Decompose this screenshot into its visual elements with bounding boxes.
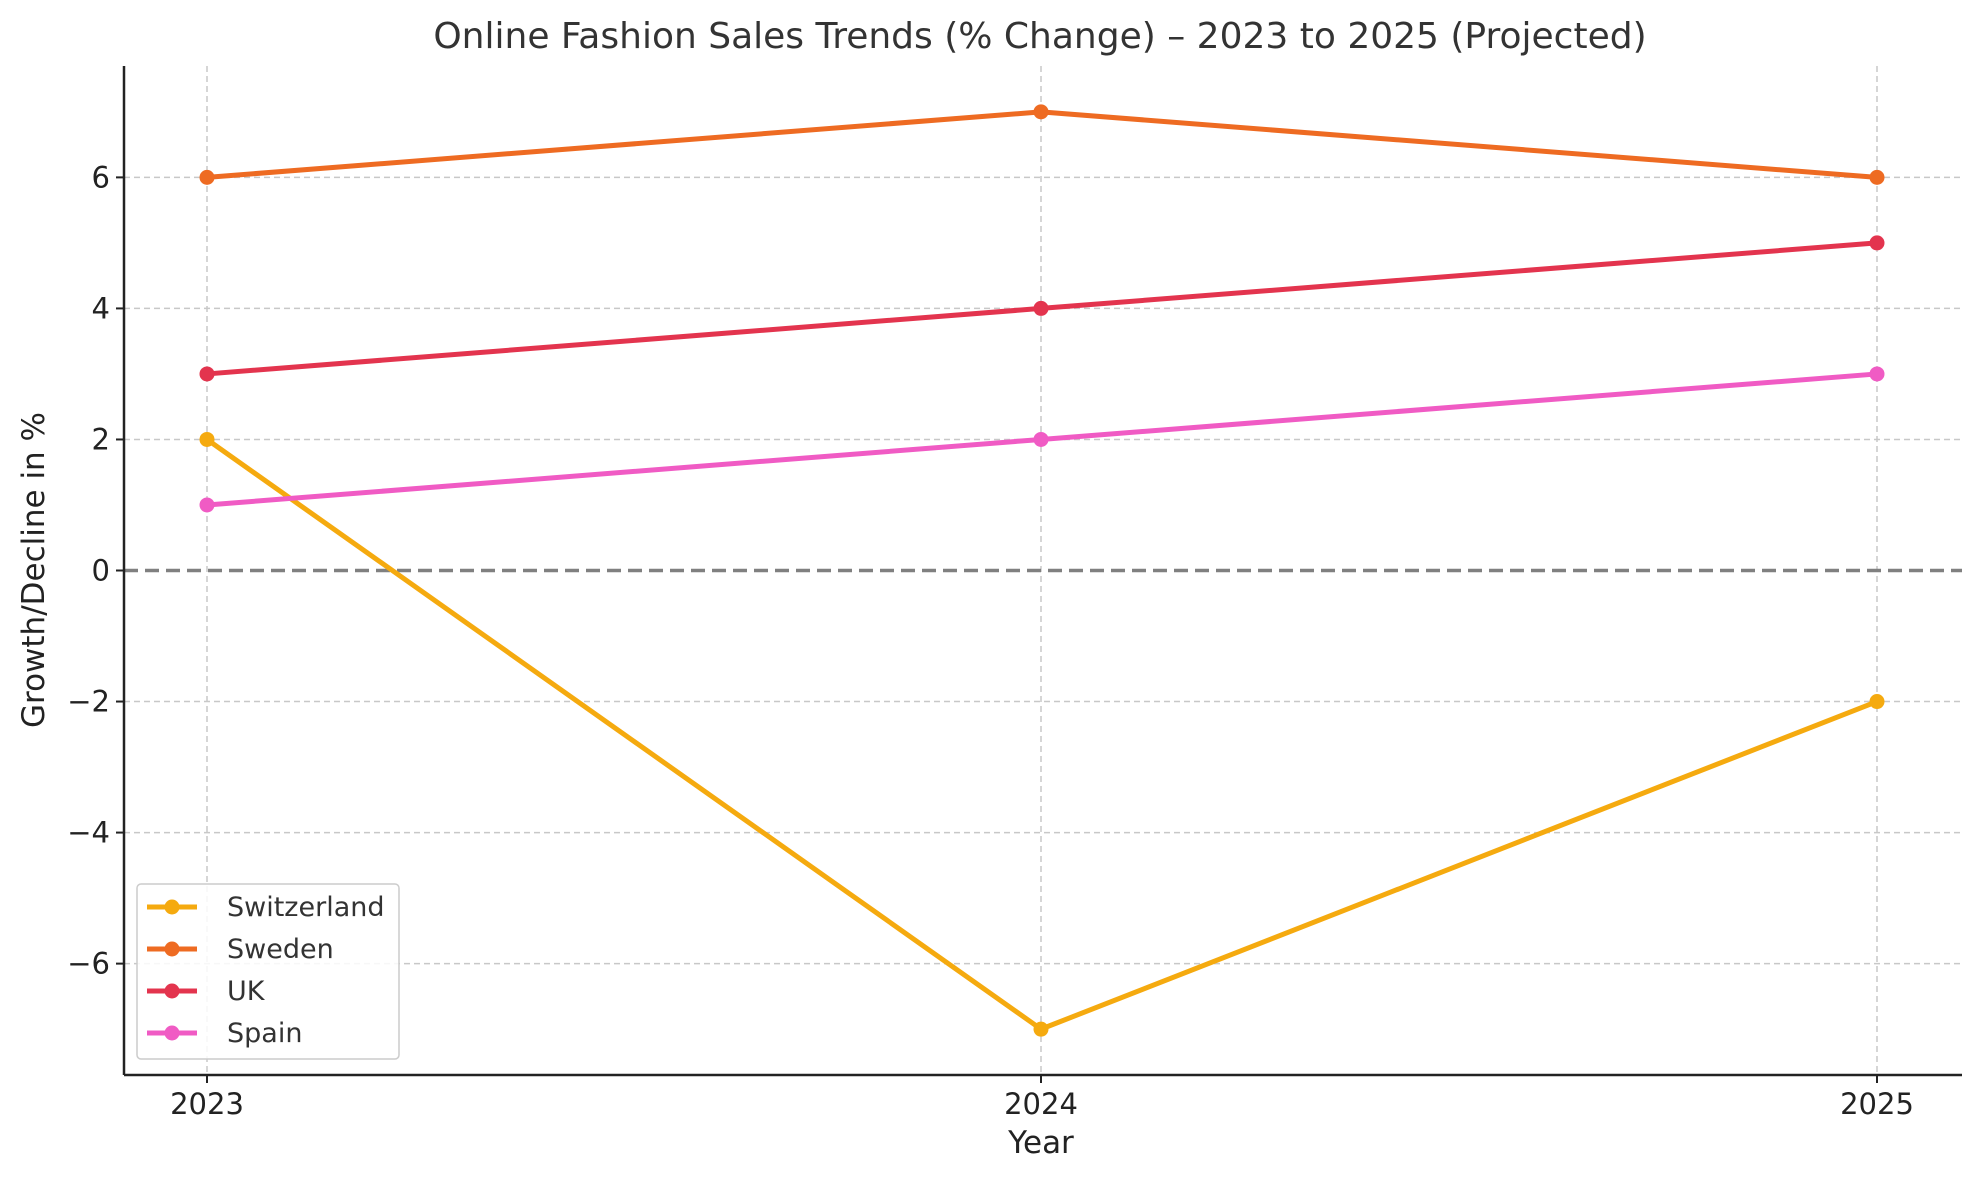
y-tick-label: 6	[92, 160, 110, 194]
y-tick-label: 4	[92, 291, 110, 325]
tick-labels: −6 −4 −2 0 2 4 6 2023 2024 2025	[67, 160, 1914, 1121]
data-point-spain	[1033, 431, 1049, 447]
y-tick-label: 2	[92, 422, 110, 456]
y-tick-label: −2	[67, 685, 110, 719]
legend-item-switzerland: Switzerland	[147, 892, 385, 923]
data-point-spain	[199, 497, 215, 513]
legend-swatch-marker	[164, 941, 180, 957]
series-spain	[199, 366, 1885, 513]
legend-item-uk: UK	[147, 976, 266, 1007]
y-tick-label: −6	[67, 947, 110, 981]
series-sweden	[199, 104, 1885, 185]
legend-label: Sweden	[227, 934, 334, 965]
series	[199, 104, 1885, 1037]
data-point-sweden	[1033, 104, 1049, 120]
legend-swatch-marker	[164, 983, 180, 999]
legend-swatch-marker	[164, 899, 180, 915]
y-tick-label: −4	[67, 816, 110, 850]
axes	[116, 66, 1962, 1083]
x-tick-label: 2023	[170, 1087, 244, 1121]
data-point-switzerland	[199, 431, 215, 447]
x-tick-label: 2025	[1840, 1087, 1914, 1121]
series-line-sweden	[204, 109, 1880, 180]
data-point-spain	[1869, 366, 1885, 382]
data-point-sweden	[199, 169, 215, 185]
series-uk	[199, 235, 1885, 382]
data-point-sweden	[1869, 169, 1885, 185]
series-switzerland	[199, 431, 1885, 1037]
legend-swatch-marker	[164, 1025, 180, 1041]
x-tick-label: 2024	[1004, 1087, 1078, 1121]
legend-item-spain: Spain	[147, 1018, 302, 1049]
legend-label: UK	[227, 976, 266, 1007]
series-line-switzerland	[204, 436, 1880, 1032]
data-point-switzerland	[1033, 1021, 1049, 1037]
legend-item-sweden: Sweden	[147, 934, 334, 965]
y-tick-label: 0	[92, 554, 110, 588]
x-axis-label: Year	[1007, 1125, 1074, 1161]
data-point-switzerland	[1869, 694, 1885, 710]
data-point-uk	[1869, 235, 1885, 251]
chart-title: Online Fashion Sales Trends (% Change) –…	[433, 16, 1646, 57]
data-point-uk	[199, 366, 215, 382]
legend: Switzerland Sweden UK Spain	[136, 883, 400, 1060]
legend-label: Spain	[227, 1018, 302, 1049]
data-point-uk	[1033, 300, 1049, 316]
y-axis-label: Growth/Decline in %	[16, 412, 52, 728]
legend-label: Switzerland	[227, 892, 385, 923]
legend-box	[136, 883, 400, 1060]
